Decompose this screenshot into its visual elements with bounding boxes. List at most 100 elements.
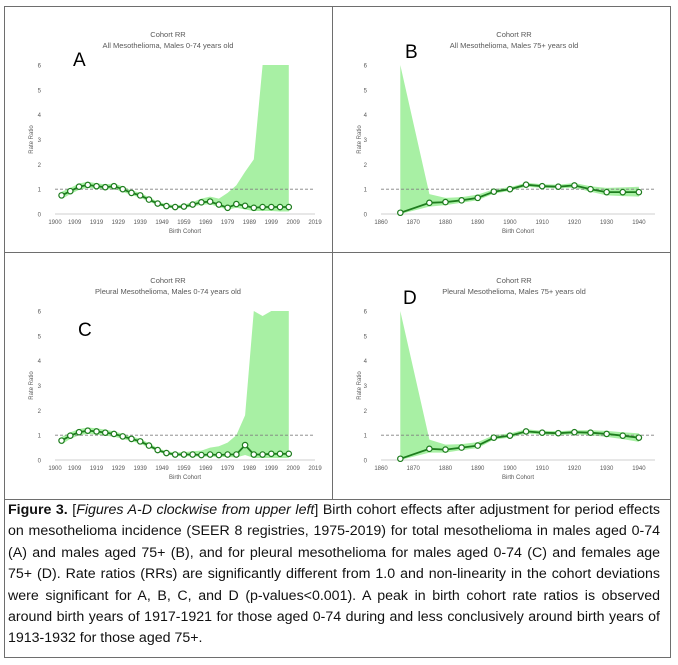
y-tick-label: 3: [364, 384, 368, 390]
x-tick-label: 1900: [503, 466, 517, 472]
panel-b: 0 1 2 3 4 5 6 1860 1870 1880 1890 1900 1910 1920 1930 1…: [333, 7, 670, 253]
data-point: [458, 197, 465, 204]
data-point: [145, 196, 153, 203]
data-point: [259, 203, 266, 211]
data-point: [110, 182, 118, 190]
data-point: [189, 451, 196, 458]
x-tick-label: 1930: [600, 220, 614, 226]
data-point: [198, 199, 205, 206]
data-point: [215, 451, 223, 459]
y-tick-label: 0: [364, 459, 368, 465]
data-point: [635, 434, 643, 441]
data-point: [474, 194, 482, 202]
data-point: [268, 450, 275, 458]
chart-title: Cohort RR: [150, 276, 186, 285]
data-point: [215, 201, 223, 208]
x-tick-label: 1870: [407, 220, 421, 226]
x-tick-label: 1940: [632, 466, 646, 472]
chart-a: 0 1 2 3 4 5 6 1900 1909 1919 1929 1939 1949 1959 1969 1…: [29, 30, 322, 235]
chart-c: 0 1 2 3 4 5 6 1900 1909 1919 1929 1939 1949 1959 1969 1…: [29, 276, 322, 481]
chart-title: Cohort RR: [496, 276, 532, 285]
chart-subtitle: All Mesothelioma, Males 75+ years old: [450, 41, 579, 50]
data-point: [136, 438, 144, 445]
x-tick-label: 1999: [265, 466, 279, 472]
y-tick-label: 0: [38, 213, 42, 219]
chart-subtitle: Pleural Mesothelioma, Males 75+ years ol…: [442, 287, 586, 296]
x-tick-label: 1939: [134, 220, 148, 226]
data-point: [101, 183, 109, 191]
data-point: [276, 203, 284, 211]
y-tick-label: 4: [364, 113, 368, 119]
chart-d: 0 1 2 3 4 5 6 1860 1870 1880 1890 1900 1910 1920 1930 1…: [357, 276, 655, 481]
x-tick-label: 1900: [48, 466, 62, 472]
data-point: [506, 432, 514, 439]
y-tick-label: 1: [38, 434, 42, 440]
data-point: [571, 182, 578, 189]
x-tick-label: 1919: [90, 220, 104, 226]
data-point: [101, 429, 109, 436]
x-tick-label: 1979: [221, 220, 235, 226]
caption-body: Birth cohort effects after adjustment fo…: [8, 502, 660, 647]
data-point: [136, 192, 144, 199]
x-tick-label: 1900: [48, 220, 62, 226]
data-point: [66, 432, 74, 439]
x-tick-label: 1909: [68, 466, 82, 472]
y-tick-label: 0: [38, 459, 42, 465]
data-point: [233, 200, 240, 208]
caption-bracket-open: [: [67, 502, 77, 518]
y-tick-label: 2: [364, 163, 368, 169]
data-point: [58, 192, 65, 199]
y-tick-label: 2: [38, 163, 42, 169]
figure-caption: Figure 3. [Figures A-D clockwise from up…: [8, 500, 660, 650]
x-axis-title: Birth Cohort: [169, 229, 201, 235]
x-tick-label: 1919: [90, 466, 104, 472]
data-point: [241, 202, 249, 210]
panel-a: 0 1 2 3 4 5 6 1900 1909 1919 1929 1939 1949 1959 1969 1…: [5, 7, 333, 253]
data-point: [397, 455, 404, 463]
chart-b: 0 1 2 3 4 5 6 1860 1870 1880 1890 1900 1910 1920 1930 1…: [357, 30, 655, 235]
data-point: [442, 198, 449, 206]
data-point: [554, 429, 562, 437]
y-tick-label: 2: [364, 409, 368, 415]
x-tick-label: 1880: [439, 220, 453, 226]
data-point: [603, 188, 610, 196]
x-tick-label: 1870: [407, 466, 421, 472]
panel-letter: D: [403, 288, 417, 309]
data-point: [110, 430, 118, 438]
panel-letter: A: [73, 50, 86, 71]
data-point: [587, 185, 594, 193]
caption-figure-label: Figure 3.: [8, 502, 68, 518]
data-point: [458, 444, 465, 451]
x-tick-label: 1910: [535, 466, 549, 472]
data-point: [154, 200, 161, 207]
confidence-band: [400, 65, 639, 214]
y-tick-label: 0: [364, 213, 368, 219]
confidence-band: [61, 311, 289, 458]
x-tick-label: 1910: [535, 220, 549, 226]
data-point: [538, 182, 546, 190]
y-axis-title: Rate Ratio: [29, 371, 35, 400]
data-point: [397, 209, 404, 217]
data-point: [233, 451, 240, 458]
data-point: [145, 442, 153, 449]
y-axis-title: Rate Ratio: [357, 125, 363, 154]
y-tick-label: 1: [364, 188, 368, 194]
x-tick-label: 1909: [68, 220, 82, 226]
data-point: [84, 427, 92, 434]
y-tick-label: 5: [38, 88, 42, 94]
y-tick-label: 3: [38, 138, 42, 144]
x-tick-label: 1860: [374, 220, 388, 226]
data-point: [206, 198, 214, 205]
data-point: [66, 187, 74, 195]
y-tick-label: 1: [364, 434, 368, 440]
data-point: [619, 432, 627, 439]
x-tick-label: 1969: [199, 220, 213, 226]
data-point: [198, 451, 205, 459]
confidence-band: [400, 311, 639, 460]
x-tick-label: 2009: [286, 220, 300, 226]
data-point: [180, 203, 188, 210]
data-point: [224, 451, 231, 458]
data-point: [75, 183, 83, 190]
y-axis-title: Rate Ratio: [29, 125, 35, 154]
x-tick-label: 1930: [600, 466, 614, 472]
